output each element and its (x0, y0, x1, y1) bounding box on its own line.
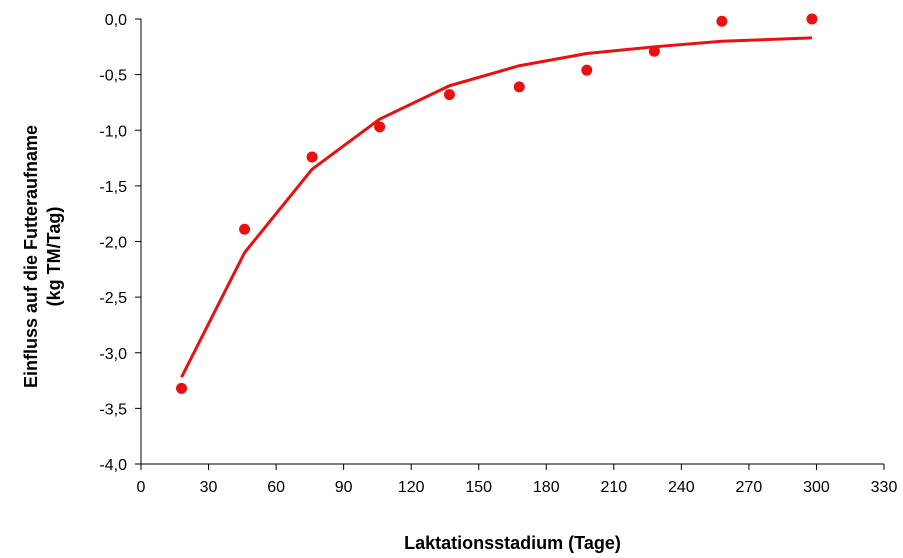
y-tick-label: -2,0 (99, 235, 127, 252)
x-tick-label: 0 (137, 479, 146, 496)
x-tick-label: 120 (398, 479, 425, 496)
x-tick-label: 330 (871, 479, 898, 496)
y-axis-ticks: 0,0 -0,5 -1,0 -1,5 -2,0 -2,5 -3,0 -3,5 -4,0 (99, 12, 141, 474)
data-point (239, 223, 251, 235)
y-tick-label: -2,5 (99, 290, 127, 307)
fitted-curve-line (180, 36, 813, 378)
x-axis-ticks: 0 30 60 90 120 150 180 210 240 270 300 330 (137, 464, 898, 496)
y-tick-label: -3,5 (99, 401, 127, 418)
data-point (176, 382, 188, 394)
x-tick-label: 240 (668, 479, 695, 496)
x-tick-label: 150 (465, 479, 492, 496)
data-point (513, 81, 525, 93)
x-tick-label: 60 (267, 479, 285, 496)
data-point (443, 89, 455, 101)
data-point (806, 13, 818, 25)
data-point (581, 64, 593, 76)
x-tick-label: 180 (533, 479, 560, 496)
y-tick-label: -0,5 (99, 68, 127, 85)
data-point (648, 45, 660, 57)
x-axis-title: Laktationsstadium (Tage) (404, 533, 621, 553)
y-axis-title-line-1: Einfluss auf die Futteraufname (21, 125, 41, 388)
x-tick-label: 210 (600, 479, 627, 496)
y-tick-label: -1,0 (99, 123, 127, 140)
y-tick-label: -4,0 (99, 457, 127, 474)
y-tick-label: -1,5 (99, 179, 127, 196)
series-layer (176, 13, 818, 394)
x-tick-label: 30 (200, 479, 218, 496)
x-tick-label: 90 (335, 479, 353, 496)
y-axis-title-line-2: (kg TM/Tag) (44, 207, 64, 307)
data-point (374, 121, 386, 133)
data-point (716, 15, 728, 27)
x-tick-label: 300 (803, 479, 830, 496)
x-tick-label: 270 (736, 479, 763, 496)
data-point (306, 151, 318, 163)
y-tick-label: 0,0 (105, 12, 127, 29)
y-tick-label: -3,0 (99, 346, 127, 363)
